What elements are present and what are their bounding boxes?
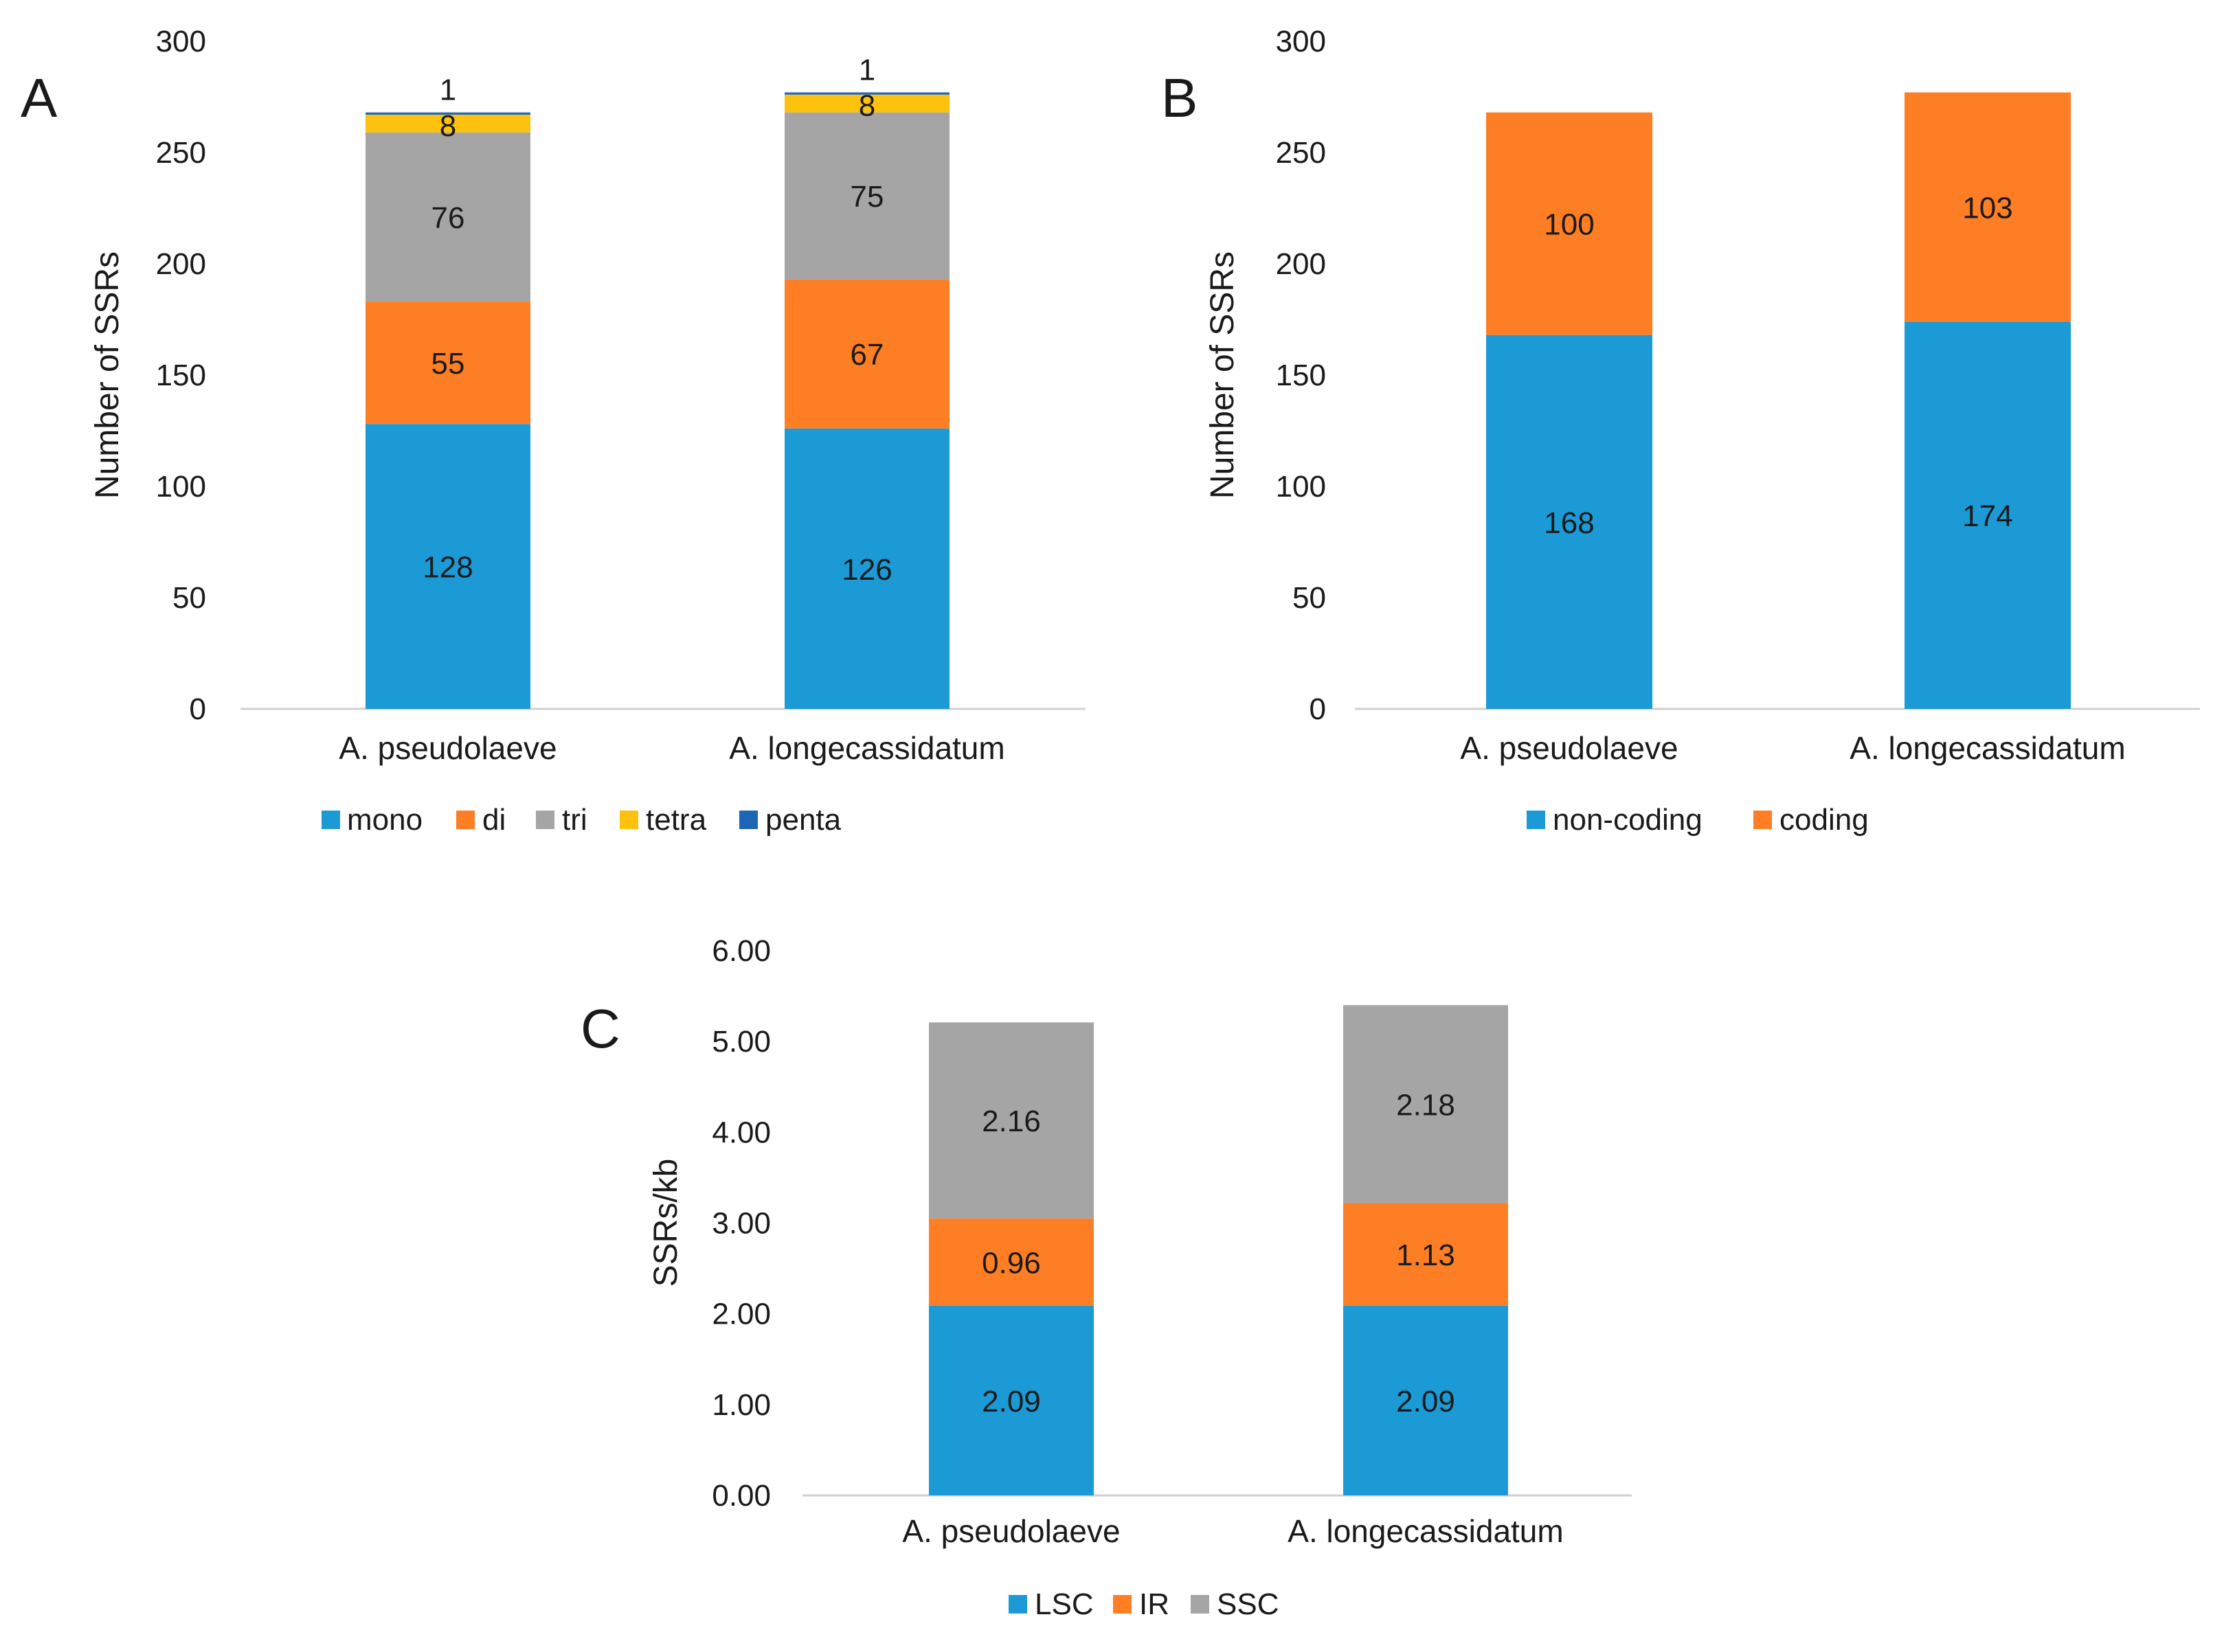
chart-b-bar-non-coding — [1905, 321, 2071, 709]
chart-a-bar-tetra — [366, 114, 530, 133]
chart-a-data-label-mono: 126 — [842, 553, 892, 587]
chart-a-legend-label-di: di — [482, 803, 506, 837]
chart-c-category-label: A. longecassidatum — [1288, 1513, 1563, 1549]
chart-b-bar-non-coding — [1486, 335, 1652, 709]
chart-c-legend-swatch-LSC — [1009, 1595, 1027, 1614]
chart-a-bar-tri — [785, 112, 950, 280]
chart-b-category-label: A. longecassidatum — [1850, 730, 2125, 766]
chart-b-data-label-non-coding: 168 — [1544, 506, 1594, 540]
chart-b-ytick-label: 200 — [1276, 247, 1326, 281]
chart-b-bar-coding — [1905, 92, 2071, 322]
chart-a-category-label: A. longecassidatum — [729, 730, 1004, 766]
chart-b-panel-label: B — [1161, 67, 1198, 128]
chart-c-category-label: A. pseudolaeve — [902, 1513, 1120, 1549]
chart-a-data-label-di: 67 — [851, 338, 884, 372]
chart-a-ytick-label: 150 — [156, 359, 206, 392]
chart-b-data-label-coding: 103 — [1962, 191, 2012, 225]
chart-b-legend-label-non-coding: non-coding — [1553, 803, 1703, 837]
chart-a-data-label-tetra: 8 — [440, 109, 456, 143]
chart-b-ytick-label: 250 — [1276, 136, 1326, 170]
chart-c-ytick-label: 5.00 — [712, 1025, 771, 1059]
chart-c-legend-label-LSC: LSC — [1035, 1587, 1094, 1621]
chart-a-legend-swatch-di — [456, 811, 475, 829]
chart-c-legend-swatch-SSC — [1191, 1595, 1209, 1614]
chart-c-data-label-SSC: 2.18 — [1396, 1088, 1455, 1122]
chart-c-panel-label: C — [581, 998, 620, 1059]
chart-a-legend-label-tetra: tetra — [646, 803, 707, 837]
chart-a-y-axis-title: Number of SSRs — [89, 251, 126, 499]
chart-b-y-axis-title: Number of SSRs — [1204, 251, 1241, 499]
chart-b-ytick-label: 0 — [1310, 692, 1326, 726]
chart-a-ytick-label: 50 — [172, 581, 206, 615]
chart-a-data-label-penta: 1 — [859, 54, 875, 87]
chart-c-ytick-label: 3.00 — [712, 1207, 771, 1241]
chart-b-ytick-label: 50 — [1292, 581, 1326, 615]
chart-a-legend-swatch-tetra — [620, 811, 638, 829]
chart-a-bar-penta — [785, 92, 950, 95]
chart-c-bar-IR — [1343, 1203, 1508, 1306]
chart-c-ytick-label: 1.00 — [712, 1388, 771, 1422]
chart-c-data-label-LSC: 2.09 — [982, 1385, 1041, 1418]
chart-a-data-label-tri: 75 — [851, 180, 884, 214]
chart-a-bar-tri — [366, 132, 530, 302]
chart-a-ytick-label: 200 — [156, 247, 206, 281]
chart-c-legend-label-SSC: SSC — [1217, 1587, 1279, 1621]
chart-b-legend-swatch-coding — [1753, 811, 1772, 829]
chart-a-data-label-mono: 128 — [423, 551, 473, 585]
chart-a-bar-di — [366, 302, 530, 425]
chart-a-bar-tetra — [785, 94, 950, 113]
chart-a-ytick-label: 0 — [190, 692, 206, 726]
chart-c-ytick-label: 4.00 — [712, 1116, 771, 1149]
chart-c-bar-IR — [929, 1218, 1094, 1306]
chart-a-bar-mono — [785, 428, 950, 709]
chart-c-data-label-IR: 1.13 — [1396, 1238, 1455, 1272]
chart-b-legend-label-coding: coding — [1779, 803, 1869, 837]
chart-c-data-label-LSC: 2.09 — [1396, 1385, 1455, 1418]
chart-c-ytick-label: 6.00 — [712, 934, 771, 968]
chart-a-bar-di — [785, 279, 950, 429]
chart-c-ytick-label: 0.00 — [712, 1479, 771, 1513]
chart-a-data-label-tetra: 8 — [859, 89, 875, 123]
chart-a-bar-penta — [366, 112, 530, 115]
chart-a-legend-swatch-penta — [739, 811, 758, 829]
chart-a-data-label-tri: 76 — [431, 201, 465, 235]
chart-b-legend-swatch-non-coding — [1527, 811, 1545, 829]
chart-a-bar-mono — [366, 424, 530, 709]
chart-c-data-label-IR: 0.96 — [982, 1246, 1041, 1280]
chart-b-data-label-non-coding: 174 — [1962, 499, 2012, 533]
chart-a-legend-swatch-tri — [536, 811, 554, 829]
chart-b-ytick-label: 100 — [1276, 470, 1326, 503]
chart-a-legend-label-penta: penta — [765, 803, 842, 837]
chart-c-legend-label-IR: IR — [1139, 1587, 1169, 1621]
chart-a-legend-label-mono: mono — [347, 803, 423, 837]
chart-a-ytick-label: 300 — [156, 25, 206, 58]
chart-c-bar-LSC — [929, 1305, 1094, 1495]
chart-b-ytick-label: 150 — [1276, 359, 1326, 392]
chart-a-data-label-penta: 1 — [440, 73, 456, 107]
chart-c-bar-SSC — [1343, 1005, 1508, 1203]
chart-a-legend-swatch-mono — [322, 811, 340, 829]
chart-b-ytick-label: 300 — [1276, 25, 1326, 58]
chart-c-ytick-label: 2.00 — [712, 1298, 771, 1331]
chart-a-ytick-label: 250 — [156, 136, 206, 170]
chart-c-bar-LSC — [1343, 1305, 1508, 1495]
chart-c-legend-swatch-IR — [1113, 1595, 1132, 1614]
chart-b-data-label-coding: 100 — [1544, 208, 1594, 242]
chart-b-category-label: A. pseudolaeve — [1460, 730, 1678, 766]
chart-a-legend-label-tri: tri — [562, 803, 587, 837]
chart-a-category-label: A. pseudolaeve — [339, 730, 557, 766]
chart-a-data-label-di: 55 — [431, 347, 465, 381]
chart-b-bar-coding — [1486, 112, 1652, 335]
chart-a-panel-label: A — [21, 67, 58, 128]
chart-c-data-label-SSC: 2.16 — [982, 1105, 1041, 1138]
chart-c-bar-SSC — [929, 1022, 1094, 1219]
chart-c-y-axis-title: SSRs/kb — [648, 1159, 684, 1287]
chart-a-ytick-label: 100 — [156, 470, 206, 503]
